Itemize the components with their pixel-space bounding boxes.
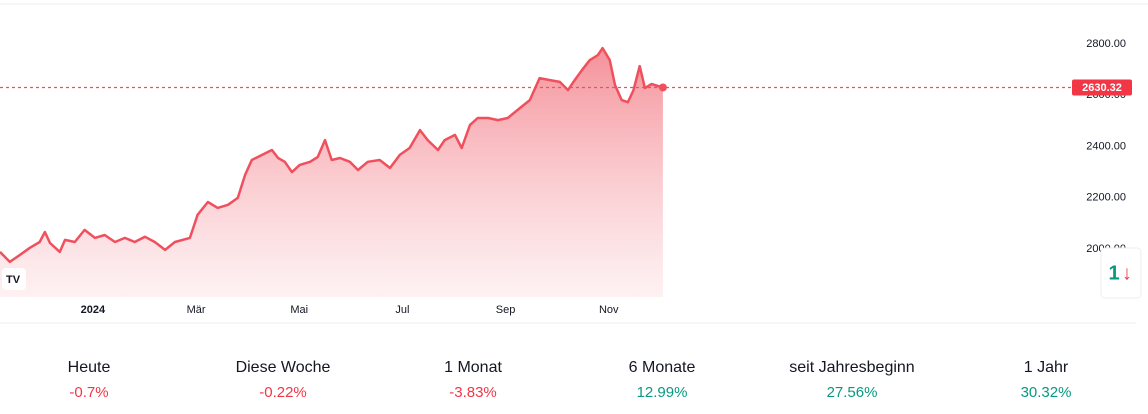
x-tick-label: Jul [395, 304, 409, 316]
y-tick-label: 2800.00 [1086, 38, 1126, 50]
x-tick-label: Mär [187, 304, 206, 316]
price-tag-label: 2630.32 [1082, 82, 1122, 94]
period-label: 1 Monat [444, 359, 502, 376]
x-tick-label: Sep [496, 304, 516, 316]
compare-button[interactable]: 1 ↓ [1100, 247, 1142, 299]
period-label: 6 Monate [629, 359, 696, 376]
period-change: 27.56% [827, 384, 878, 401]
line [0, 46, 664, 264]
period-label: Heute [68, 359, 111, 376]
svg-text:1: 1 [1108, 262, 1119, 284]
area [0, 48, 663, 297]
x-tick-label: 2024 [81, 304, 106, 316]
svg-text:↓: ↓ [1122, 262, 1132, 284]
x-tick-label: Mai [290, 304, 308, 316]
period-label: 1 Jahr [1024, 359, 1069, 376]
period-change: -0.7% [69, 384, 108, 401]
period-change: 30.32% [1021, 384, 1072, 401]
price-tag [1072, 79, 1132, 96]
y-tick-label: 2400.00 [1086, 140, 1126, 152]
tv-logo: TV [2, 268, 26, 290]
period-label: Diese Woche [236, 359, 331, 376]
period-label: seit Jahresbeginn [789, 359, 914, 376]
plot: 2000.002200.002400.002600.002800.002024M… [0, 38, 1132, 316]
period-change: -0.22% [259, 384, 307, 401]
period-change: 12.99% [637, 384, 688, 401]
period-change: -3.83% [449, 384, 497, 401]
svg-text:TV: TV [6, 274, 21, 286]
x-tick-label: Nov [599, 304, 619, 316]
y-tick-label: 2200.00 [1086, 192, 1126, 204]
